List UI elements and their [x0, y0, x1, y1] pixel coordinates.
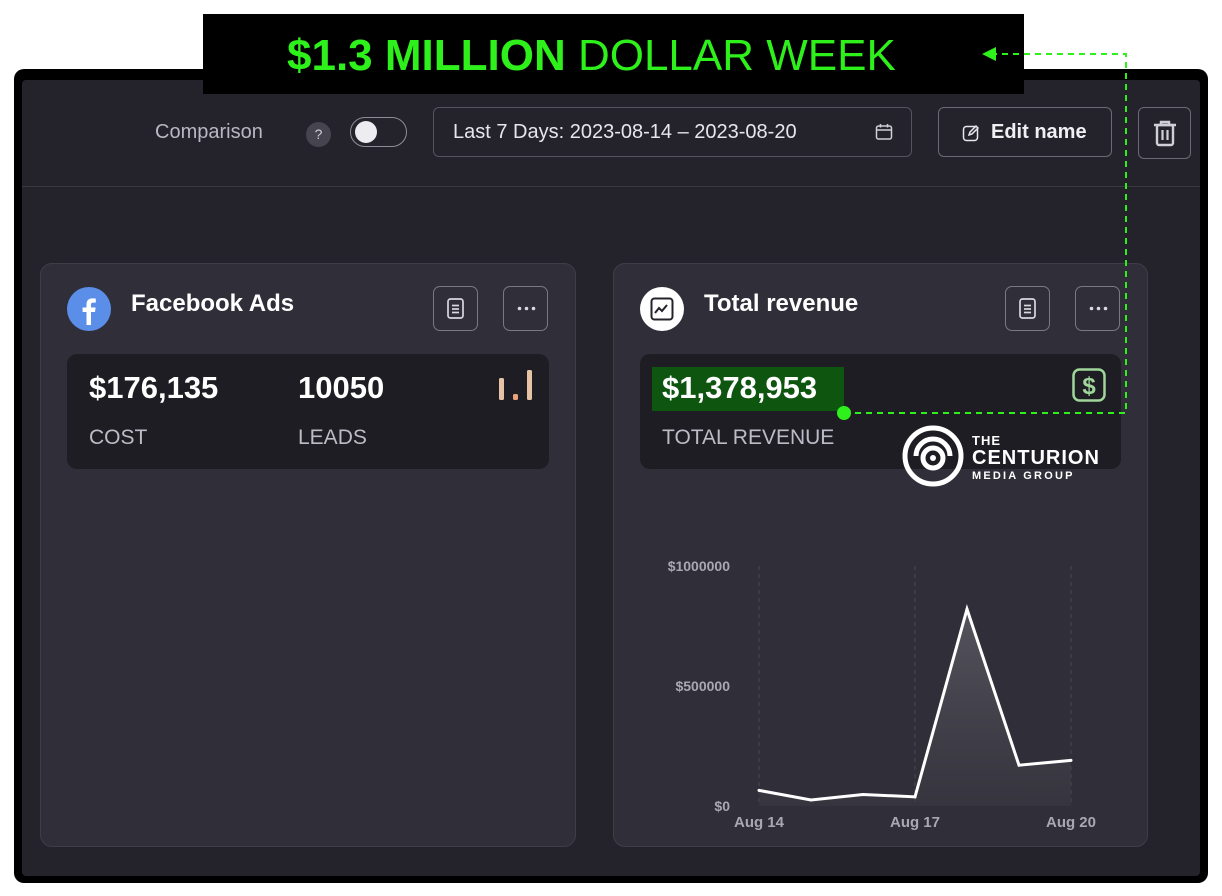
y-tick-label: $1000000: [668, 558, 731, 574]
x-tick-label: Aug 17: [890, 814, 940, 831]
data-point: [913, 795, 917, 799]
headline-bold: $1.3 MILLION: [287, 31, 566, 80]
total-revenue-value: $1,378,953: [662, 370, 818, 405]
revenue-area: [759, 609, 1071, 806]
data-point: [1069, 758, 1073, 762]
data-point: [757, 788, 761, 792]
x-tick-label: Aug 14: [734, 814, 785, 831]
cost-label: COST: [89, 426, 148, 449]
data-point: [809, 798, 813, 802]
leads-label: LEADS: [298, 426, 367, 449]
revenue-metric-panel: $1,378,953 TOTAL REVENUE $: [640, 354, 1121, 469]
data-point: [965, 607, 969, 611]
pencil-icon: [962, 124, 980, 148]
edit-name-button[interactable]: Edit name: [938, 107, 1112, 157]
card-title: Total revenue: [704, 290, 859, 317]
facebook-icon: [67, 287, 111, 331]
total-revenue-card: Total revenue $1,378,953 TOTAL REVENUE $…: [613, 263, 1148, 847]
more-options-button[interactable]: [503, 286, 548, 331]
trend-line-icon: [640, 287, 684, 331]
centurion-logo-mark: [902, 425, 964, 487]
headline-regular: DOLLAR WEEK: [577, 31, 896, 80]
leads-value: 10050: [298, 370, 385, 405]
delete-button[interactable]: [1138, 107, 1191, 159]
bar-chart-icon: [499, 369, 533, 408]
facebook-metrics-panel: $176,135 COST 10050 LEADS: [67, 354, 549, 469]
dollar-icon: $: [1072, 368, 1106, 407]
x-tick-label: Aug 20: [1046, 814, 1096, 831]
edit-name-label: Edit name: [991, 121, 1087, 143]
more-options-button[interactable]: [1075, 286, 1120, 331]
logo-line-1: THE: [972, 433, 1001, 448]
calendar-icon: [875, 123, 893, 147]
y-tick-label: $0: [714, 798, 730, 814]
data-point: [1017, 763, 1021, 767]
date-range-picker[interactable]: Last 7 Days: 2023-08-14 – 2023-08-20: [433, 107, 912, 157]
logo-line-2: CENTURION: [972, 447, 1100, 469]
report-button[interactable]: [433, 286, 478, 331]
toggle-knob: [355, 121, 377, 143]
dashboard-toolbar: Comparison ? Last 7 Days: 2023-08-14 – 2…: [22, 80, 1200, 187]
date-range-value: Last 7 Days: 2023-08-14 – 2023-08-20: [453, 121, 797, 143]
headline-banner: $1.3 MILLION DOLLAR WEEK: [203, 14, 1024, 94]
data-point: [861, 792, 865, 796]
svg-text:$: $: [1082, 373, 1096, 400]
cost-value: $176,135: [89, 370, 219, 405]
facebook-ads-card: Facebook Ads $176,135 COST 10050 LEADS: [40, 263, 576, 847]
dashboard-screen: Comparison ? Last 7 Days: 2023-08-14 – 2…: [22, 80, 1200, 876]
report-button[interactable]: [1005, 286, 1050, 331]
comparison-label: Comparison: [155, 121, 263, 143]
headline-text: $1.3 MILLION DOLLAR WEEK: [287, 31, 896, 81]
centurion-logo: THE CENTURION MEDIA GROUP: [902, 425, 1102, 495]
card-title: Facebook Ads: [131, 290, 295, 317]
comparison-toggle[interactable]: [350, 117, 407, 147]
revenue-highlight: [652, 367, 844, 411]
help-icon[interactable]: ?: [306, 122, 331, 147]
total-revenue-label: TOTAL REVENUE: [662, 426, 835, 449]
logo-line-3: MEDIA GROUP: [972, 470, 1075, 482]
y-tick-label: $500000: [675, 678, 730, 694]
